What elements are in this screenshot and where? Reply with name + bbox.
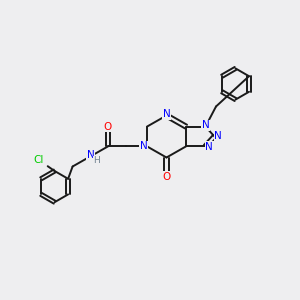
Text: N: N [87, 150, 94, 160]
Text: N: N [205, 142, 213, 152]
Text: N: N [202, 120, 209, 130]
Text: Cl: Cl [34, 154, 44, 165]
Text: N: N [163, 109, 170, 119]
Text: O: O [162, 172, 171, 182]
Text: N: N [140, 141, 147, 152]
Text: H: H [93, 156, 100, 165]
Text: N: N [214, 131, 222, 141]
Text: O: O [104, 122, 112, 132]
